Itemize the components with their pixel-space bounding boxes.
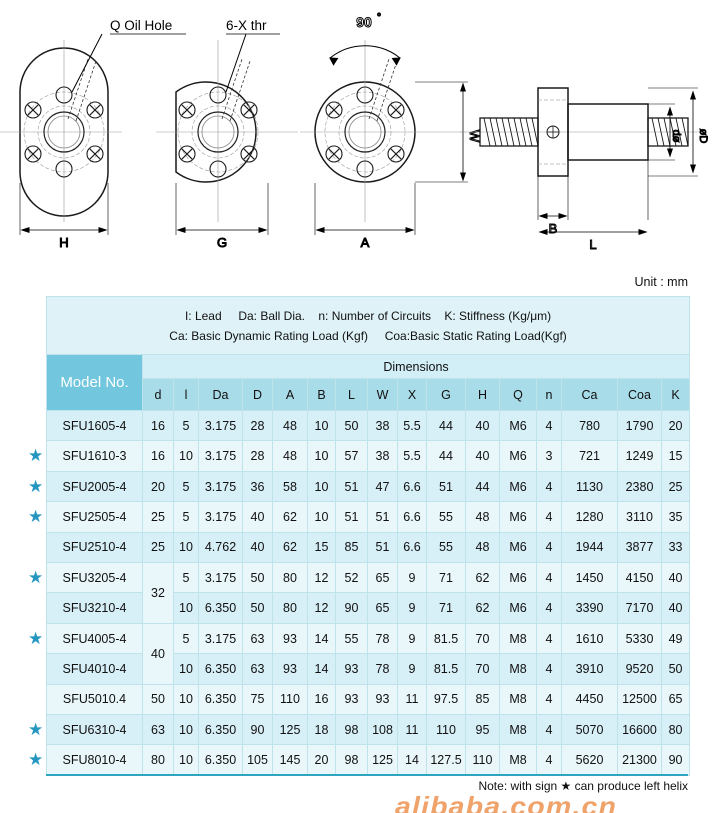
svg-text:dø: dø	[670, 130, 682, 143]
svg-text:°: °	[377, 12, 381, 23]
svg-text:H: H	[59, 235, 68, 250]
svg-text:6-X thr: 6-X thr	[226, 18, 267, 33]
svg-text:G: G	[217, 235, 227, 250]
svg-text:90: 90	[356, 14, 372, 30]
svg-text:Q Oil Hole: Q Oil Hole	[110, 18, 172, 33]
svg-text:A: A	[361, 235, 370, 250]
svg-text:B: B	[549, 221, 558, 236]
svg-text:L: L	[589, 237, 596, 252]
svg-text:øD: øD	[697, 129, 709, 144]
